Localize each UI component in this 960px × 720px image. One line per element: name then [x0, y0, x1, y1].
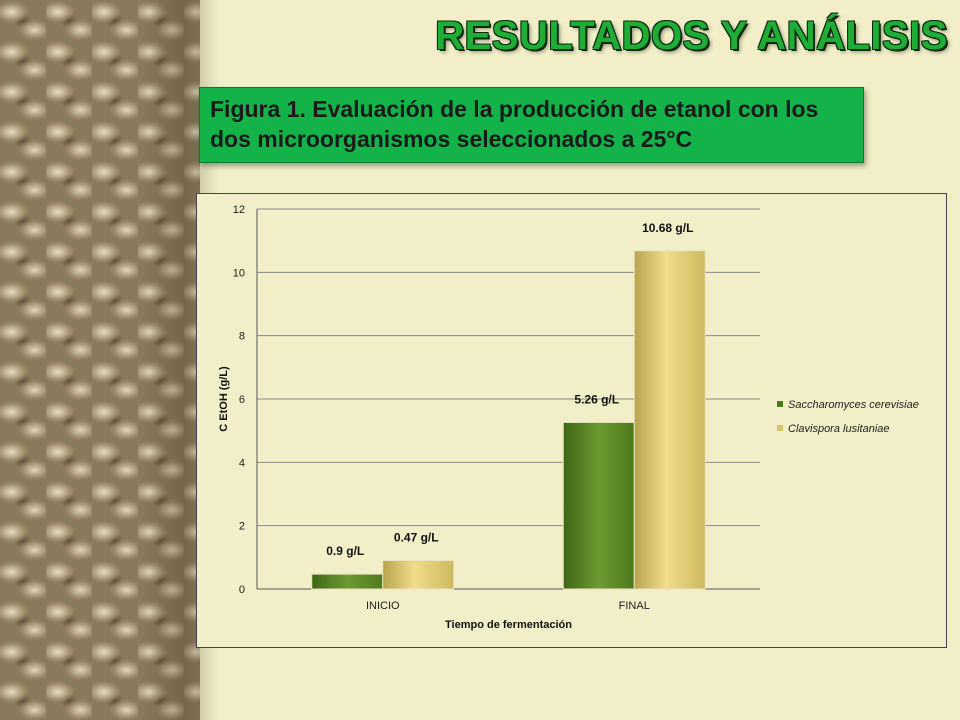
legend-label: Clavispora lusitaniae — [788, 423, 890, 435]
y-tick-label: 0 — [239, 584, 245, 596]
data-label: 0.47 g/L — [394, 531, 439, 545]
bar-2-final — [633, 250, 706, 590]
y-tick-label: 2 — [239, 521, 245, 533]
bar-chart: 0 2 4 6 8 10 12 0.9 g/L 0.47 g/L INICIO 5.26 g/L 10… — [218, 204, 919, 631]
bar-1-inicio — [311, 573, 384, 590]
x-axis-title: Tiempo de fermentación — [445, 619, 572, 631]
data-label: 5.26 g/L — [574, 392, 619, 406]
data-label: 10.68 g/L — [642, 221, 693, 235]
legend-label: Saccharomyces cerevisiae — [788, 399, 919, 411]
y-tick-label: 8 — [239, 331, 245, 343]
legend-swatch-2 — [777, 425, 783, 431]
y-axis-title: C EtOH (g/L) — [218, 366, 230, 432]
x-tick-label: FINAL — [619, 600, 650, 612]
legend-swatch-1 — [777, 401, 783, 407]
bar-1-final — [562, 421, 635, 590]
y-tick-label: 12 — [233, 204, 245, 216]
y-tick-label: 6 — [239, 394, 245, 406]
data-label: 0.9 g/L — [326, 544, 364, 558]
chart-frame: 0 2 4 6 8 10 12 0.9 g/L 0.47 g/L INICIO 5.26 g/L 10… — [196, 193, 947, 648]
figure-caption-box: Figura 1. Evaluación de la producción de… — [199, 87, 864, 163]
slide-title: RESULTADOS Y ANÁLISIS — [435, 14, 948, 58]
bar-2-inicio — [382, 560, 455, 590]
x-tick-label: INICIO — [366, 600, 400, 612]
y-tick-label: 4 — [239, 457, 245, 469]
figure-caption: Figura 1. Evaluación de la producción de… — [210, 96, 819, 152]
background-texture — [0, 0, 200, 720]
y-tick-label: 10 — [233, 267, 245, 279]
